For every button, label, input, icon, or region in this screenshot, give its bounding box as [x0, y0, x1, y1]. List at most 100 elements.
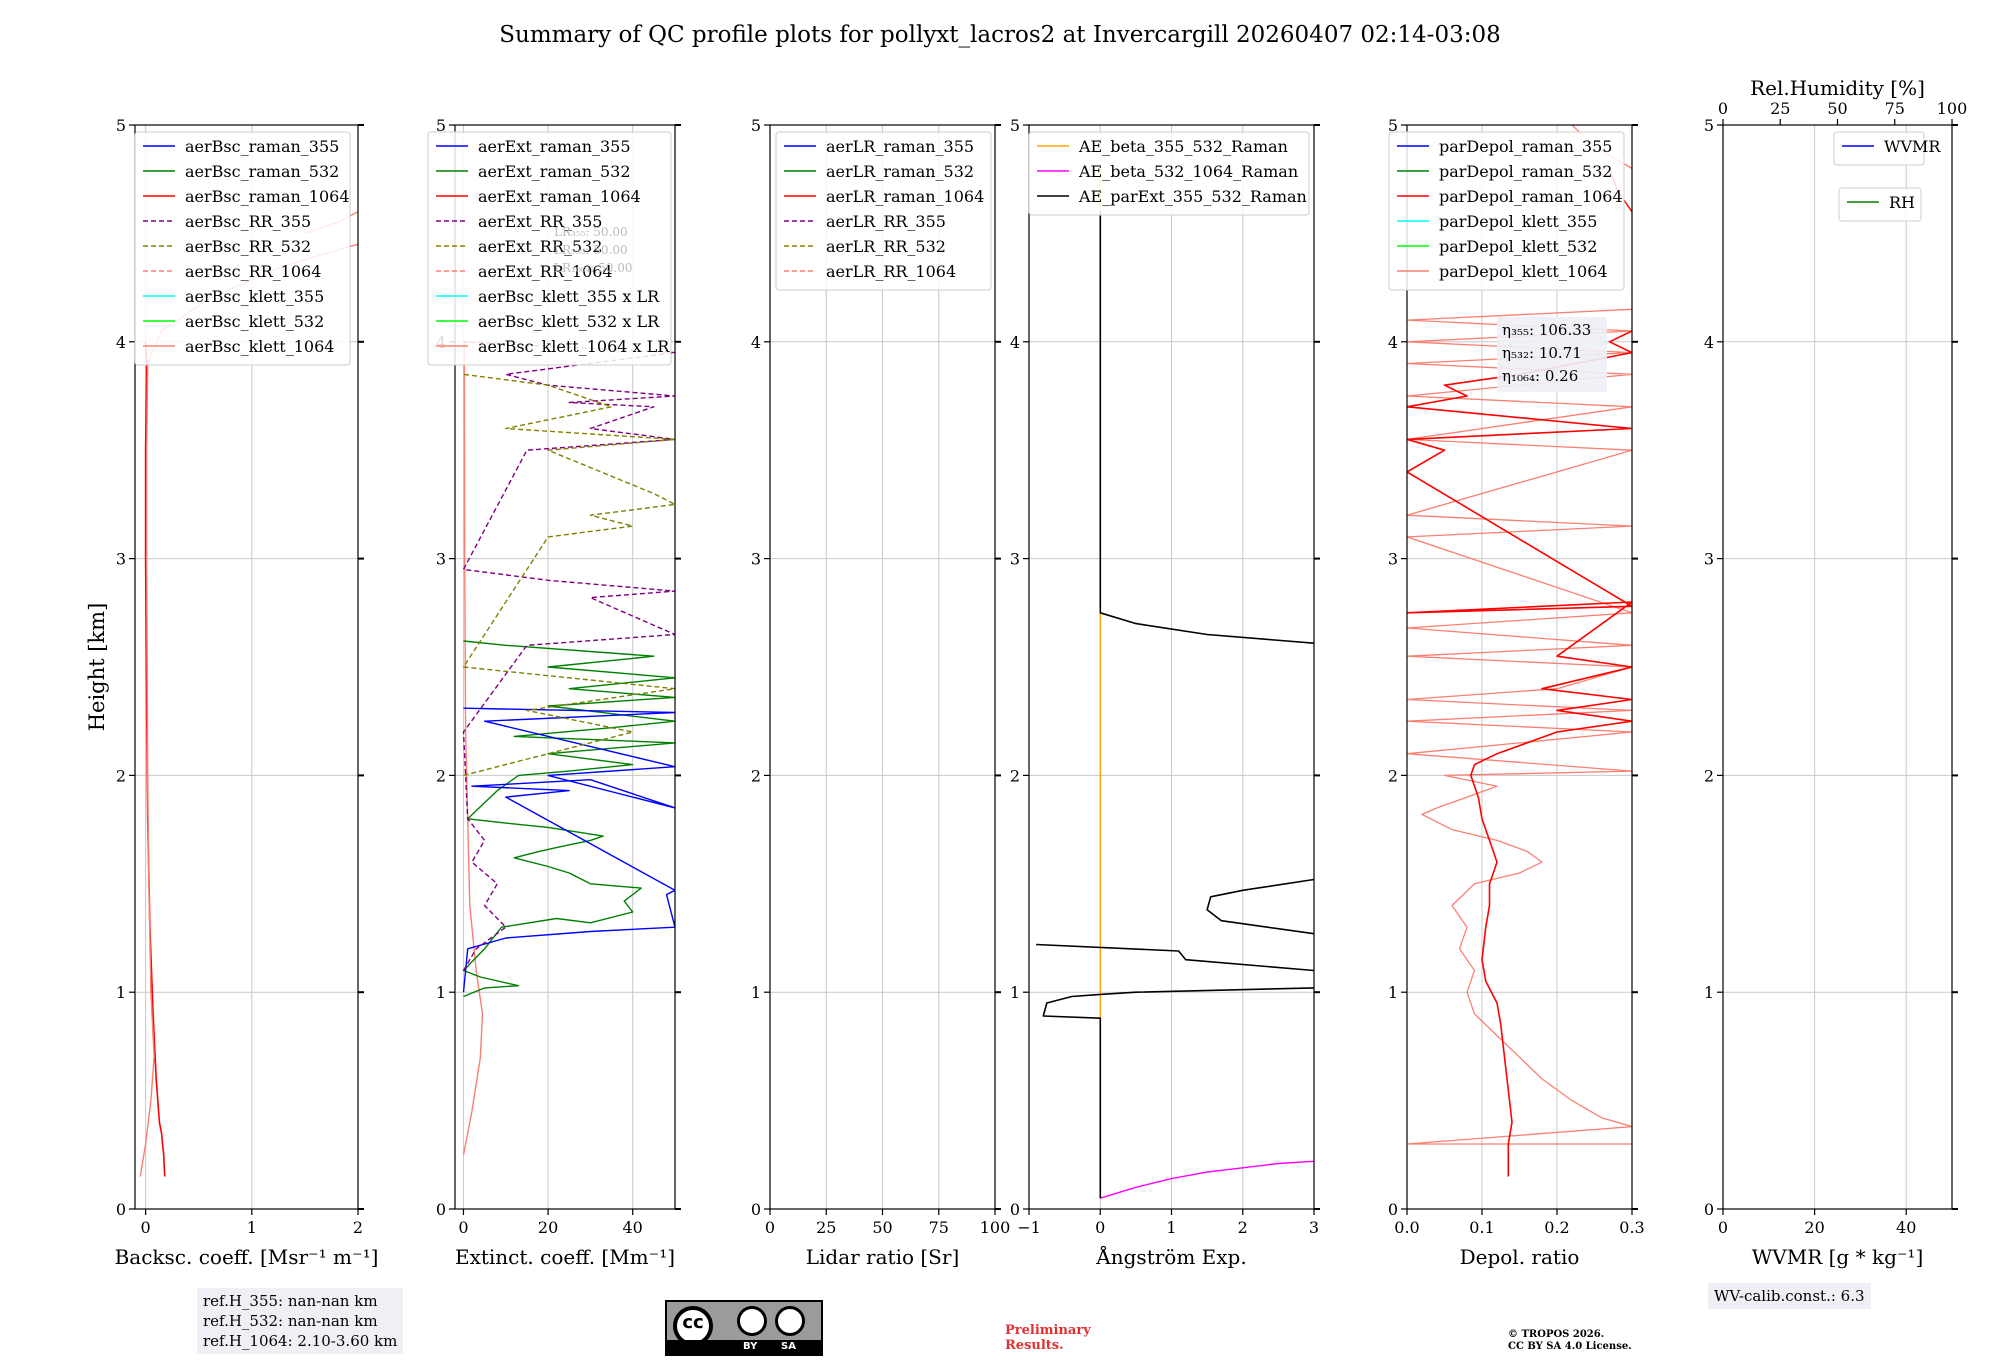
series-line — [1100, 1160, 1314, 1199]
y-tick-label: 3 — [1010, 550, 1020, 569]
cc-by-sa-badge: cc BY SA — [665, 1300, 823, 1356]
legend-label: aerBsc_klett_532 x LR — [478, 312, 660, 331]
legend-label: aerBsc_klett_532 — [185, 312, 324, 331]
y-tick-label: 1 — [116, 983, 126, 1002]
copyright-notice: © TROPOS 2026. CC BY SA 4.0 License. — [1508, 1329, 1632, 1353]
legend-label: AE_parExt_355_532_Raman — [1078, 187, 1307, 206]
y-tick-label: 0 — [751, 1200, 761, 1219]
series-line — [1206, 878, 1314, 935]
legend-label: aerBsc_raman_532 — [185, 162, 339, 181]
series-line — [1099, 211, 1314, 644]
x-tick-label: 20 — [538, 1218, 558, 1237]
legend-label: aerExt_raman_1064 — [478, 187, 641, 206]
y-tick-label: 1 — [751, 983, 761, 1002]
series-line — [462, 373, 675, 777]
legend-label: aerLR_RR_1064 — [826, 262, 956, 281]
axes-frame — [454, 124, 676, 1210]
x-axis-label: WVMR [g * kg⁻¹] — [1752, 1245, 1924, 1269]
legend-label: parDepol_klett_1064 — [1439, 262, 1608, 281]
y-tick-label: 4 — [751, 333, 761, 352]
y-tick-label: 1 — [1388, 983, 1398, 1002]
annotation-text: LR₅₃₂: 50.00 — [554, 243, 628, 257]
annotation-text: LR₁₀₆₄: 50.00 — [554, 261, 632, 275]
x-tick-label: 0.1 — [1469, 1218, 1494, 1237]
y-tick-label: 0 — [1704, 1200, 1714, 1219]
x-tick-label: 25 — [816, 1218, 836, 1237]
legend-label: AE_beta_355_532_Raman — [1078, 137, 1288, 156]
legend-label: aerLR_RR_355 — [826, 212, 946, 231]
legend-label: aerBsc_klett_1064 x LR — [478, 337, 670, 356]
legend-label: aerLR_raman_532 — [826, 162, 974, 181]
legend-label: aerLR_raman_1064 — [826, 187, 984, 206]
x-tick-label: 0 — [141, 1218, 151, 1237]
y-tick-label: 2 — [1010, 766, 1020, 785]
x-axis-label: Ångström Exp. — [1095, 1244, 1246, 1269]
series-line — [1407, 308, 1632, 1145]
sa-share-icon — [775, 1306, 805, 1336]
y-tick-label: 5 — [751, 116, 761, 135]
x-tick-label: 3 — [1309, 1218, 1319, 1237]
x-axis-label: Backsc. coeff. [Msr⁻¹ m⁻¹] — [115, 1245, 379, 1269]
legend-label: aerBsc_RR_1064 — [185, 262, 321, 281]
legend-label: aerBsc_RR_532 — [185, 237, 311, 256]
series-line — [462, 707, 675, 993]
x-tick-label: 2 — [353, 1218, 363, 1237]
x-tick-label: 40 — [1896, 1218, 1916, 1237]
y-tick-label: 3 — [1388, 550, 1398, 569]
copyright-line-2: CC BY SA 4.0 License. — [1508, 1341, 1632, 1352]
y-tick-label: 1 — [1010, 983, 1020, 1002]
x-axis-label: Extinct. coeff. [Mm⁻¹] — [455, 1245, 675, 1269]
axes-frame — [1406, 124, 1633, 1210]
legend-label: aerBsc_raman_355 — [185, 137, 339, 156]
preliminary-line-2: Results. — [1005, 1338, 1064, 1353]
y-tick-label: 0 — [1388, 1200, 1398, 1219]
x2-tick-label: 25 — [1770, 99, 1790, 118]
ref-height-1064: ref.H_1064: 2.10-3.60 km — [203, 1332, 398, 1350]
y-tick-label: 2 — [116, 766, 126, 785]
legend-label: WVMR — [1884, 137, 1941, 156]
y-tick-label: 5 — [1010, 116, 1020, 135]
legend — [134, 131, 351, 366]
legend-label: aerBsc_klett_1064 — [185, 337, 334, 356]
y-tick-label: 4 — [1704, 333, 1714, 352]
x-tick-label: 20 — [1804, 1218, 1824, 1237]
y-tick-label: 0 — [1010, 1200, 1020, 1219]
by-person-icon — [737, 1306, 767, 1336]
legend-label: aerBsc_klett_355 x LR — [478, 287, 660, 306]
x-tick-label: 40 — [623, 1218, 643, 1237]
legend — [1388, 131, 1625, 291]
legend-label: AE_beta_532_1064_Raman — [1078, 162, 1298, 181]
cc-sa-label: SA — [781, 1341, 796, 1352]
cc-badge-bar — [667, 1340, 821, 1354]
y-tick-label: 2 — [1704, 766, 1714, 785]
x-tick-label: 2 — [1238, 1218, 1248, 1237]
panel-5: 0.0 0.1 0.2 0.3 0 1 2 3 4 5 Depol. ratio parDepol_r… — [1388, 116, 1645, 1269]
legend-label: parDepol_raman_355 — [1439, 137, 1612, 156]
legend-label: aerBsc_raman_1064 — [185, 187, 350, 206]
x-tick-label: 0 — [1718, 1218, 1728, 1237]
x2-tick-label: 75 — [1885, 99, 1905, 118]
series-line — [144, 341, 166, 1177]
x2-tick-label: 100 — [1937, 99, 1968, 118]
legend-label: aerExt_RR_532 — [478, 237, 602, 256]
x2-tick-label: 50 — [1827, 99, 1847, 118]
x-tick-label: 0 — [1095, 1218, 1105, 1237]
preliminary-notice: Preliminary Results. — [1005, 1323, 1091, 1353]
series-group — [1036, 168, 1314, 1199]
cc-by-label: BY — [743, 1341, 758, 1352]
y-tick-label: 5 — [1704, 116, 1714, 135]
legend — [1833, 131, 1925, 166]
x-tick-label: 50 — [872, 1218, 892, 1237]
panel-1: 0 1 2 0 1 2 3 4 5 Backsc. coeff. [Msr⁻¹ m⁻¹] Heigh… — [85, 116, 378, 1269]
y-tick-label: 2 — [751, 766, 761, 785]
panel-2: 02040012345Extinct. coeff. [Mm⁻¹]aerExt_… — [427, 116, 681, 1269]
legend-label: aerLR_RR_532 — [826, 237, 946, 256]
panel-3: 0 25 50 75 100 0 1 2 3 4 5 Lidar ratio [Sr] aerLR_ra… — [751, 116, 1010, 1269]
legend-label: aerLR_raman_355 — [826, 137, 974, 156]
y-tick-label: 1 — [1704, 983, 1714, 1002]
y-tick-label: 4 — [116, 333, 126, 352]
x-tick-label: 100 — [980, 1218, 1011, 1237]
y-tick-label: 5 — [436, 116, 446, 135]
